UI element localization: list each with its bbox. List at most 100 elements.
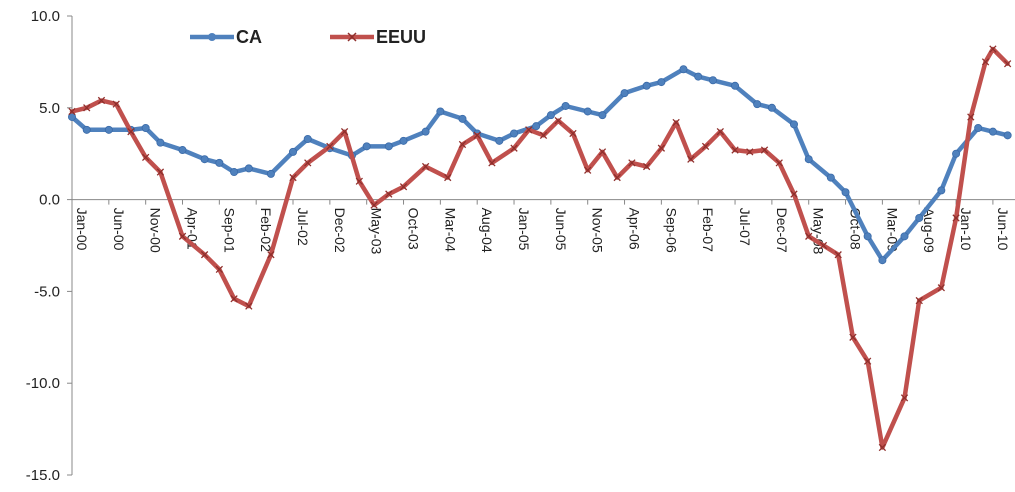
- legend-label: EEUU: [376, 27, 426, 47]
- data-point-eeuu: [878, 443, 887, 452]
- data-point-eeuu: [598, 148, 607, 156]
- data-point-ca: [988, 127, 997, 136]
- x-tick-label: Sep-01: [221, 208, 237, 253]
- data-point-eeuu: [370, 201, 378, 209]
- y-tick-label: 10.0: [31, 8, 60, 25]
- x-tick-label: Feb-02: [258, 208, 274, 253]
- data-point-eeuu: [510, 144, 518, 152]
- data-point-eeuu: [989, 45, 997, 53]
- data-point-eeuu: [83, 104, 91, 112]
- legend-label: CA: [236, 27, 262, 47]
- data-point-ca: [82, 125, 91, 134]
- data-point-eeuu: [628, 159, 636, 167]
- x-tick-label: Mar-04: [442, 208, 458, 253]
- data-point-ca: [642, 81, 651, 90]
- data-point-ca: [694, 72, 703, 81]
- data-point-ca: [384, 142, 393, 151]
- data-point-eeuu: [584, 166, 592, 174]
- data-point-ca: [436, 107, 445, 116]
- data-point-ca: [620, 89, 629, 98]
- data-point-eeuu: [289, 173, 297, 182]
- data-point-eeuu: [967, 113, 975, 121]
- data-point-eeuu: [746, 148, 754, 156]
- data-point-eeuu: [488, 159, 496, 167]
- x-tick-label: Aug-04: [479, 208, 495, 253]
- data-point-eeuu: [834, 251, 842, 259]
- data-point-ca: [731, 81, 740, 90]
- data-point-eeuu: [267, 251, 275, 259]
- x-tick-label: Nov-05: [590, 208, 606, 253]
- data-point-ca: [789, 120, 798, 129]
- data-point-eeuu: [613, 173, 621, 182]
- data-point-eeuu: [385, 190, 393, 198]
- series-line-ca: [69, 66, 1010, 263]
- y-tick-label: -15.0: [26, 467, 60, 484]
- data-point-eeuu: [569, 129, 577, 138]
- data-point-ca: [104, 125, 113, 134]
- data-point-ca: [878, 256, 887, 265]
- data-point-eeuu: [805, 232, 813, 240]
- data-point-ca: [156, 138, 165, 147]
- y-tick-label: -5.0: [34, 283, 60, 300]
- data-point-eeuu: [952, 214, 960, 222]
- data-point-ca: [767, 103, 776, 112]
- data-point-eeuu: [849, 333, 857, 341]
- data-point-ca: [230, 168, 239, 177]
- legend-item-eeuu: EEUU: [330, 27, 426, 47]
- data-point-eeuu: [819, 241, 828, 250]
- data-point-eeuu: [687, 155, 695, 163]
- data-point-eeuu: [915, 296, 923, 305]
- x-tick-label: Jan-05: [516, 208, 532, 251]
- data-point-eeuu: [178, 232, 187, 240]
- data-point-eeuu: [672, 118, 680, 127]
- data-point-ca: [804, 155, 813, 164]
- x-tick-label: Oct-03: [406, 208, 422, 250]
- data-point-eeuu: [68, 107, 76, 116]
- data-point-ca: [657, 78, 666, 87]
- x-tick-label: Jan-00: [74, 208, 90, 251]
- x-tick-label: Jun-10: [995, 208, 1011, 251]
- x-tick-label: Apr-06: [627, 208, 643, 250]
- x-tick-label: Jan-10: [958, 208, 974, 251]
- data-point-eeuu: [355, 177, 363, 185]
- data-point-eeuu: [473, 131, 481, 139]
- data-point-eeuu: [112, 100, 120, 108]
- series-area: [68, 45, 1012, 452]
- y-axis: 10.0 5.0 0.0 -5.0 -10.0 -15.0: [26, 8, 73, 484]
- data-point-ca: [458, 114, 467, 123]
- data-point-ca: [974, 123, 983, 132]
- x-tick-label: Jun-05: [553, 208, 569, 251]
- data-point-ca: [915, 213, 924, 222]
- data-point-eeuu: [775, 159, 783, 167]
- data-point-eeuu: [760, 146, 769, 154]
- data-point-ca: [708, 76, 717, 85]
- data-point-ca: [841, 188, 850, 197]
- x-tick-label: Sep-06: [663, 208, 679, 253]
- data-point-ca: [937, 186, 946, 195]
- data-point-eeuu: [156, 168, 165, 176]
- data-point-eeuu: [127, 128, 135, 136]
- data-point-ca: [421, 127, 430, 136]
- legend: CA EEUU: [190, 27, 426, 47]
- data-point-eeuu: [399, 183, 408, 191]
- data-point-eeuu: [444, 173, 452, 182]
- data-point-eeuu: [458, 140, 467, 149]
- x-tick-label: Mar-09: [884, 208, 900, 253]
- data-point-eeuu: [539, 131, 548, 139]
- data-point-eeuu: [421, 162, 430, 171]
- data-point-ca: [362, 142, 371, 151]
- data-point-ca: [952, 149, 961, 158]
- x-axis: Jan-00 Jun-00 Nov-00 Apr-01 Sep-01 Feb-02 Jul-…: [71, 199, 1015, 254]
- x-tick-label: Nov-00: [148, 208, 164, 253]
- data-point-ca: [679, 65, 688, 74]
- data-point-ca: [900, 232, 909, 241]
- series-line-eeuu: [69, 46, 1010, 450]
- x-tick-label: Aug-09: [921, 208, 937, 253]
- data-point-ca: [141, 123, 150, 132]
- data-point-eeuu: [642, 162, 651, 171]
- data-point-ca: [1003, 131, 1012, 140]
- data-point-eeuu: [981, 58, 990, 66]
- data-point-eeuu: [1003, 60, 1012, 68]
- data-point-eeuu: [326, 142, 334, 151]
